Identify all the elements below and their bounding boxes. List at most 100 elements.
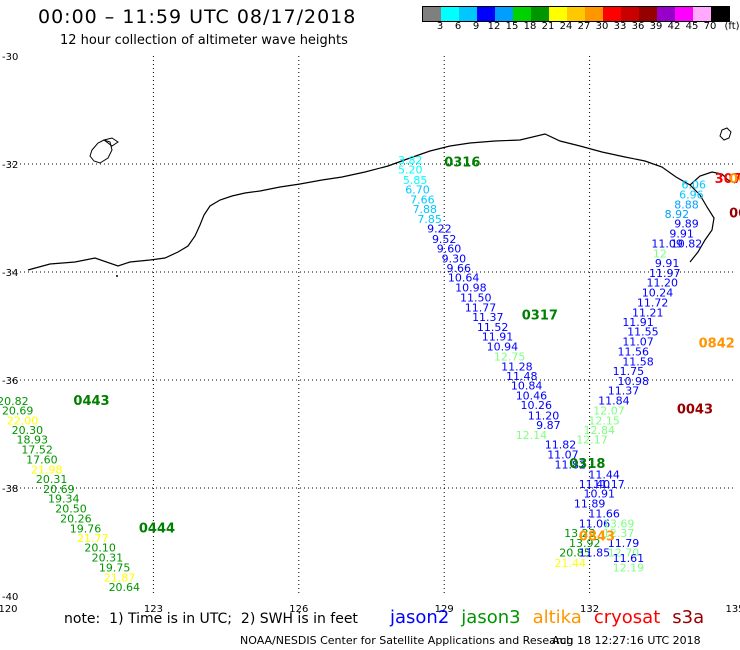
map-subtitle: 12 hour collection of altimeter wave hei… [60,33,348,48]
wave-height-value: 12.07 [593,405,625,418]
wave-height-value: 8.88 [674,198,699,211]
wave-height-value: 11.72 [637,297,669,310]
colorbar-label: 42 [667,21,681,32]
wave-height-value: 11.20 [647,277,679,290]
wave-height-value: 7.88 [413,203,438,216]
wave-height-value: 11.97 [649,267,681,280]
colorbar-label: 24 [559,21,573,32]
coastal-island [719,127,732,141]
wave-height-value: 11.20 [528,409,560,422]
colorbar-label: 21 [541,21,555,32]
wave-height-value: 10.98 [617,375,649,388]
colorbar-swatch [441,7,459,21]
australia-coastline [27,133,715,271]
credit-line: NOAA/NESDIS Center for Satellite Applica… [240,634,574,647]
colorbar-swatch [693,7,711,21]
wave-height-value: 10.26 [521,399,553,412]
colorbar-swatch [531,7,549,21]
wave-height-value: 12.15 [588,414,620,427]
wave-height-value: 11.37 [472,311,504,324]
map-title: 00:00 – 11:59 UTC 08/17/2018 [38,6,357,28]
wave-height-value: 20.69 [43,483,75,496]
colorbar-label: 30 [595,21,609,32]
colorbar-label: (ft) [724,21,740,32]
colorbar-label: 39 [649,21,663,32]
wave-height-value: 11.56 [617,346,649,359]
legend-item-s3a: s3a [672,607,705,628]
wave-height-value: 20.10 [84,542,116,555]
wave-height-value: 11.89 [574,497,606,510]
wave-height-value: 11.61 [613,552,645,565]
wave-height-value: 9.30 [442,252,467,265]
wave-height-value: 20.82 [0,395,29,408]
wave-height-value: 11.75 [613,365,645,378]
coastline [27,127,736,277]
wave-height-value: 11.82 [554,459,586,472]
longitude-tick-label: 132 [580,604,599,615]
colorbar-labels: 3 6 9 12 15 18 21 24 27 30 33 36 39 42 45 70 (ft) [422,21,740,35]
wave-height-value: 10.82 [671,238,703,251]
wave-height-value: 21.77 [77,532,109,545]
satellite-legend: jason2 jason3 altika cryosat s3a [390,607,716,628]
colorbar-swatch [477,7,495,21]
wave-height-value: 17.60 [26,454,58,467]
wave-height-value: 11.82 [545,439,577,452]
wave-height-value: 11.17 [593,478,625,491]
colorbar-swatch [711,7,729,21]
wave-height-value: 10.64 [448,272,480,285]
wave-height-value: 18.93 [16,434,48,447]
latitude-tick-label: -40 [2,592,18,603]
longitude-tick-label: 123 [144,604,163,615]
colorbar-label: 3 [436,21,444,32]
wave-height-value: 9.91 [669,227,694,240]
wave-height-value: 3.82 [398,154,423,167]
wave-height-value: 6.70 [405,184,430,197]
wave-height-value: 5.85 [403,174,428,187]
wave-height-value: 10.84 [511,380,543,393]
colorbar-swatch [585,7,603,21]
wave-height-value: 11.77 [465,301,497,314]
colorbar-swatch [639,7,657,21]
colorbar-swatch [657,7,675,21]
wave-height-value: 11.09 [651,238,683,251]
wave-height-value: 12.37 [603,527,635,540]
wave-height-value: 20.50 [55,502,87,515]
wave-height-value: 8.92 [665,208,690,221]
wave-height-value: 12.70 [608,547,640,560]
colorbar-swatch [675,7,693,21]
latitude-tick-label: -34 [2,268,18,279]
colorbar-label: 15 [505,21,519,32]
wave-height-value: 11.58 [622,355,654,368]
wave-height-value: 12.17 [576,434,608,447]
wave-height-value: 6.06 [682,178,707,191]
latitude-tick-label: -38 [2,484,18,495]
wave-height-value: 10.24 [642,286,674,299]
latitude-tick-label: -32 [2,160,18,171]
wave-height-value: 21.44 [554,557,586,570]
longitude-tick-label: 135 [725,604,740,615]
wave-height-value: 11.91 [482,331,514,344]
wave-height-value: 12.84 [584,424,616,437]
pass-time-label: 0043 [677,402,713,417]
wave-height-value: 11.44 [588,468,620,481]
pass-time-label: 0318 [569,457,605,472]
wave-height-value: 12.19 [613,562,645,575]
generation-timestamp: Aug 18 12:27:16 UTC 2018 [552,634,701,647]
wave-height-value: 19.75 [99,562,131,575]
colorbar-swatch [549,7,567,21]
map-note: note: 1) Time is in UTC; 2) SWH is in fe… [64,611,358,627]
pass-time-label: 0043 [729,206,740,221]
wave-height-value: 20.26 [60,513,92,526]
wave-height-value: 12.14 [516,429,548,442]
colorbar-label: 27 [577,21,591,32]
legend-item-jason3: jason3 [461,607,521,628]
colorbar-label: 36 [631,21,645,32]
offshore-island [89,139,113,164]
legend-item-altika: altika [532,607,582,628]
wave-height-value: 11.48 [506,370,538,383]
colorbar-label: 18 [523,21,537,32]
wave-height-value: 9.89 [674,218,699,231]
satellite-pass-labels: 0316 0318 0443 0444 0842 0843 0043 0043 0317 3070… [73,156,740,545]
wave-height-observations: 3.825.205.856.707.667.887.859.229.529.60… [0,154,706,594]
